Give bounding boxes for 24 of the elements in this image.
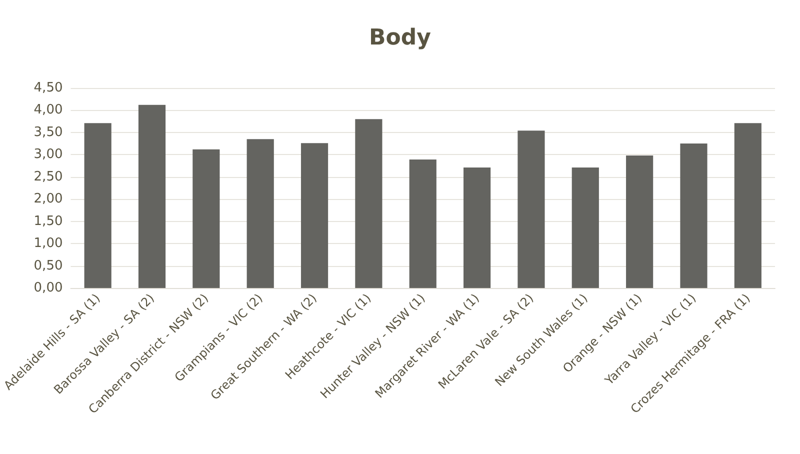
- bar: [138, 104, 166, 288]
- y-tick-label: 2,50: [34, 169, 63, 184]
- y-tick-label: 1,50: [34, 214, 63, 229]
- bar: [300, 143, 328, 288]
- y-tick-label: 3,50: [34, 124, 63, 140]
- bar: [572, 168, 599, 288]
- y-tick-label: 2,00: [34, 192, 63, 207]
- y-tick-label: 1,00: [34, 236, 63, 252]
- bar: [192, 149, 220, 288]
- y-tick-label: 4,00: [34, 102, 63, 118]
- y-tick-label: 4,50: [34, 80, 63, 96]
- y-tick-label: 0,50: [34, 258, 63, 274]
- chart-title: Body: [369, 26, 431, 50]
- bar: [409, 160, 436, 288]
- y-tick-label: 0,00: [34, 280, 63, 296]
- y-tick-label: 3,00: [34, 147, 63, 162]
- bar: [355, 119, 382, 288]
- bar: [734, 123, 762, 288]
- bar: [680, 144, 708, 288]
- bar: [246, 139, 274, 288]
- bar: [626, 156, 654, 288]
- bar: [84, 123, 112, 288]
- bar: [464, 168, 491, 288]
- bar: [518, 130, 545, 288]
